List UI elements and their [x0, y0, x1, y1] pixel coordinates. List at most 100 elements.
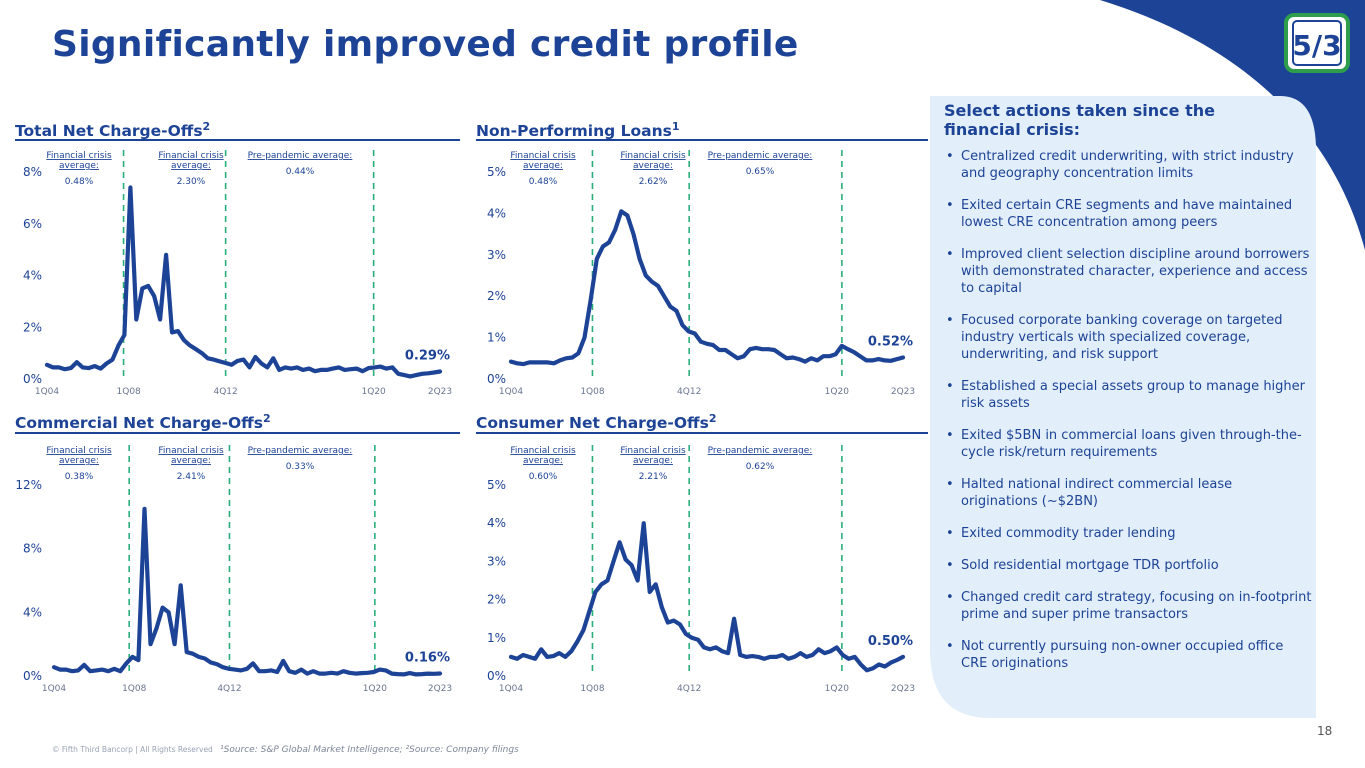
bullet-icon: •: [946, 526, 954, 541]
page-number: 18: [1317, 724, 1333, 738]
annotation-value: 0.48%: [529, 177, 558, 187]
bullet-icon: •: [946, 590, 954, 605]
action-text: Exited commodity trader lending: [961, 526, 1176, 541]
annotation-label: average:: [633, 456, 673, 466]
action-text: Focused corporate banking coverage on ta…: [961, 313, 1283, 362]
last-value-label: 0.50%: [868, 634, 913, 649]
chart-title-sup: 2: [262, 412, 271, 425]
action-text: Changed credit card strategy, focusing o…: [961, 590, 1312, 622]
y-tick-label: 3%: [487, 554, 506, 568]
fifth-third-logo: 5/3: [1284, 13, 1350, 73]
y-tick-label: 2%: [23, 320, 42, 334]
action-item: • Focused corporate banking coverage on t…: [944, 312, 1312, 363]
x-tick-label: 1Q08: [122, 684, 147, 694]
annotation-value: 0.33%: [286, 462, 315, 472]
x-tick-label: 1Q20: [825, 684, 850, 694]
y-tick-label: 4%: [23, 605, 42, 619]
chart-title-sup: 1: [671, 120, 680, 133]
y-tick-label: 8%: [23, 542, 42, 556]
last-value-label: 0.16%: [405, 650, 450, 665]
x-tick-label: 1Q20: [363, 684, 388, 694]
annotation-label: Financial crisis: [510, 446, 576, 456]
bullet-icon: •: [946, 558, 954, 573]
x-tick-label: 1Q04: [499, 684, 524, 694]
x-tick-label: 1Q04: [42, 684, 67, 694]
x-tick-label: 2Q23: [891, 387, 915, 397]
chart-rule: [15, 432, 460, 434]
x-tick-label: 1Q20: [362, 387, 387, 397]
x-tick-label: 2Q23: [428, 387, 452, 397]
annotation-label: Financial crisis: [158, 151, 224, 161]
last-value-label: 0.52%: [868, 334, 913, 349]
action-item: • Changed credit card strategy, focusing …: [944, 589, 1312, 623]
y-tick-label: 2%: [487, 289, 506, 303]
action-text: Improved client selection discipline aro…: [961, 247, 1310, 296]
actions-list: • Centralized credit underwriting, with s…: [944, 148, 1312, 687]
annotation-label: Pre-pandemic average:: [708, 151, 813, 161]
annotation-label: average:: [59, 161, 99, 171]
last-value-label: 0.29%: [405, 348, 450, 363]
annotation-value: 2.41%: [177, 472, 206, 482]
action-text: Established a special assets group to ma…: [961, 379, 1305, 411]
chart-title-total-nco: Total Net Charge-Offs2: [15, 120, 210, 140]
series-line: [44, 185, 443, 379]
chart-rule: [476, 139, 928, 141]
annotation-label: Financial crisis: [620, 446, 686, 456]
y-tick-label: 5%: [487, 478, 506, 492]
action-text: Exited $5BN in commercial loans given th…: [961, 428, 1302, 460]
y-tick-label: 12%: [15, 478, 42, 492]
x-tick-label: 2Q23: [891, 684, 915, 694]
annotation-label: average:: [171, 161, 211, 171]
action-item: • Not currently pursuing non-owner occupi…: [944, 638, 1312, 672]
chart-title-text: Commercial Net Charge-Offs: [15, 414, 263, 433]
annotation-value: 0.65%: [746, 167, 775, 177]
action-item: • Exited $5BN in commercial loans given t…: [944, 427, 1312, 461]
x-tick-label: 4Q12: [677, 387, 701, 397]
chart-title-text: Total Net Charge-Offs: [15, 122, 203, 141]
chart-rule: [476, 432, 928, 434]
x-tick-label: 1Q08: [580, 387, 605, 397]
action-item: • Halted national indirect commercial lea…: [944, 476, 1312, 510]
x-tick-label: 4Q12: [214, 387, 238, 397]
annotation-value: 0.38%: [65, 472, 94, 482]
bullet-icon: •: [946, 477, 954, 492]
action-text: Centralized credit underwriting, with st…: [961, 149, 1294, 181]
x-tick-label: 2Q23: [428, 684, 452, 694]
x-tick-label: 1Q08: [117, 387, 142, 397]
annotation-label: Pre-pandemic average:: [248, 151, 353, 161]
logo-inner: [1292, 20, 1342, 66]
annotation-value: 2.21%: [639, 472, 668, 482]
action-item: • Centralized credit underwriting, with s…: [944, 148, 1312, 182]
y-tick-label: 4%: [487, 516, 506, 530]
chart-title-sup: 2: [708, 412, 717, 425]
y-tick-label: 3%: [487, 248, 506, 262]
annotation-label: average:: [171, 456, 211, 466]
y-tick-label: 2%: [487, 593, 506, 607]
chart-title-npl: Non-Performing Loans1: [476, 120, 680, 140]
bullet-icon: •: [946, 428, 954, 443]
annotation-label: Pre-pandemic average:: [248, 446, 353, 456]
chart-title-commercial-nco: Commercial Net Charge-Offs2: [15, 412, 271, 432]
annotation-value: 0.60%: [529, 472, 558, 482]
annotation-label: Pre-pandemic average:: [708, 446, 813, 456]
y-tick-label: 0%: [23, 372, 42, 386]
copyright: © Fifth Third Bancorp | All Rights Reser…: [52, 745, 213, 754]
chart-title-text: Consumer Net Charge-Offs: [476, 414, 709, 433]
actions-title: Select actions taken since the financial…: [944, 101, 1215, 139]
y-tick-label: 1%: [487, 631, 506, 645]
bullet-icon: •: [946, 247, 954, 262]
annotation-label: Financial crisis: [46, 151, 112, 161]
bullet-icon: •: [946, 313, 954, 328]
y-tick-label: 5%: [487, 165, 506, 179]
bullet-icon: •: [946, 639, 954, 654]
y-tick-label: 4%: [23, 269, 42, 283]
annotation-value: 2.62%: [639, 177, 668, 187]
action-item: • Established a special assets group to m…: [944, 378, 1312, 412]
annotation-label: Financial crisis: [620, 151, 686, 161]
action-text: Sold residential mortgage TDR portfolio: [961, 558, 1219, 573]
annotation-value: 0.44%: [286, 167, 315, 177]
action-text: Exited certain CRE segments and have mai…: [961, 198, 1293, 230]
y-tick-label: 1%: [487, 331, 506, 345]
annotation-value: 0.48%: [65, 177, 94, 187]
